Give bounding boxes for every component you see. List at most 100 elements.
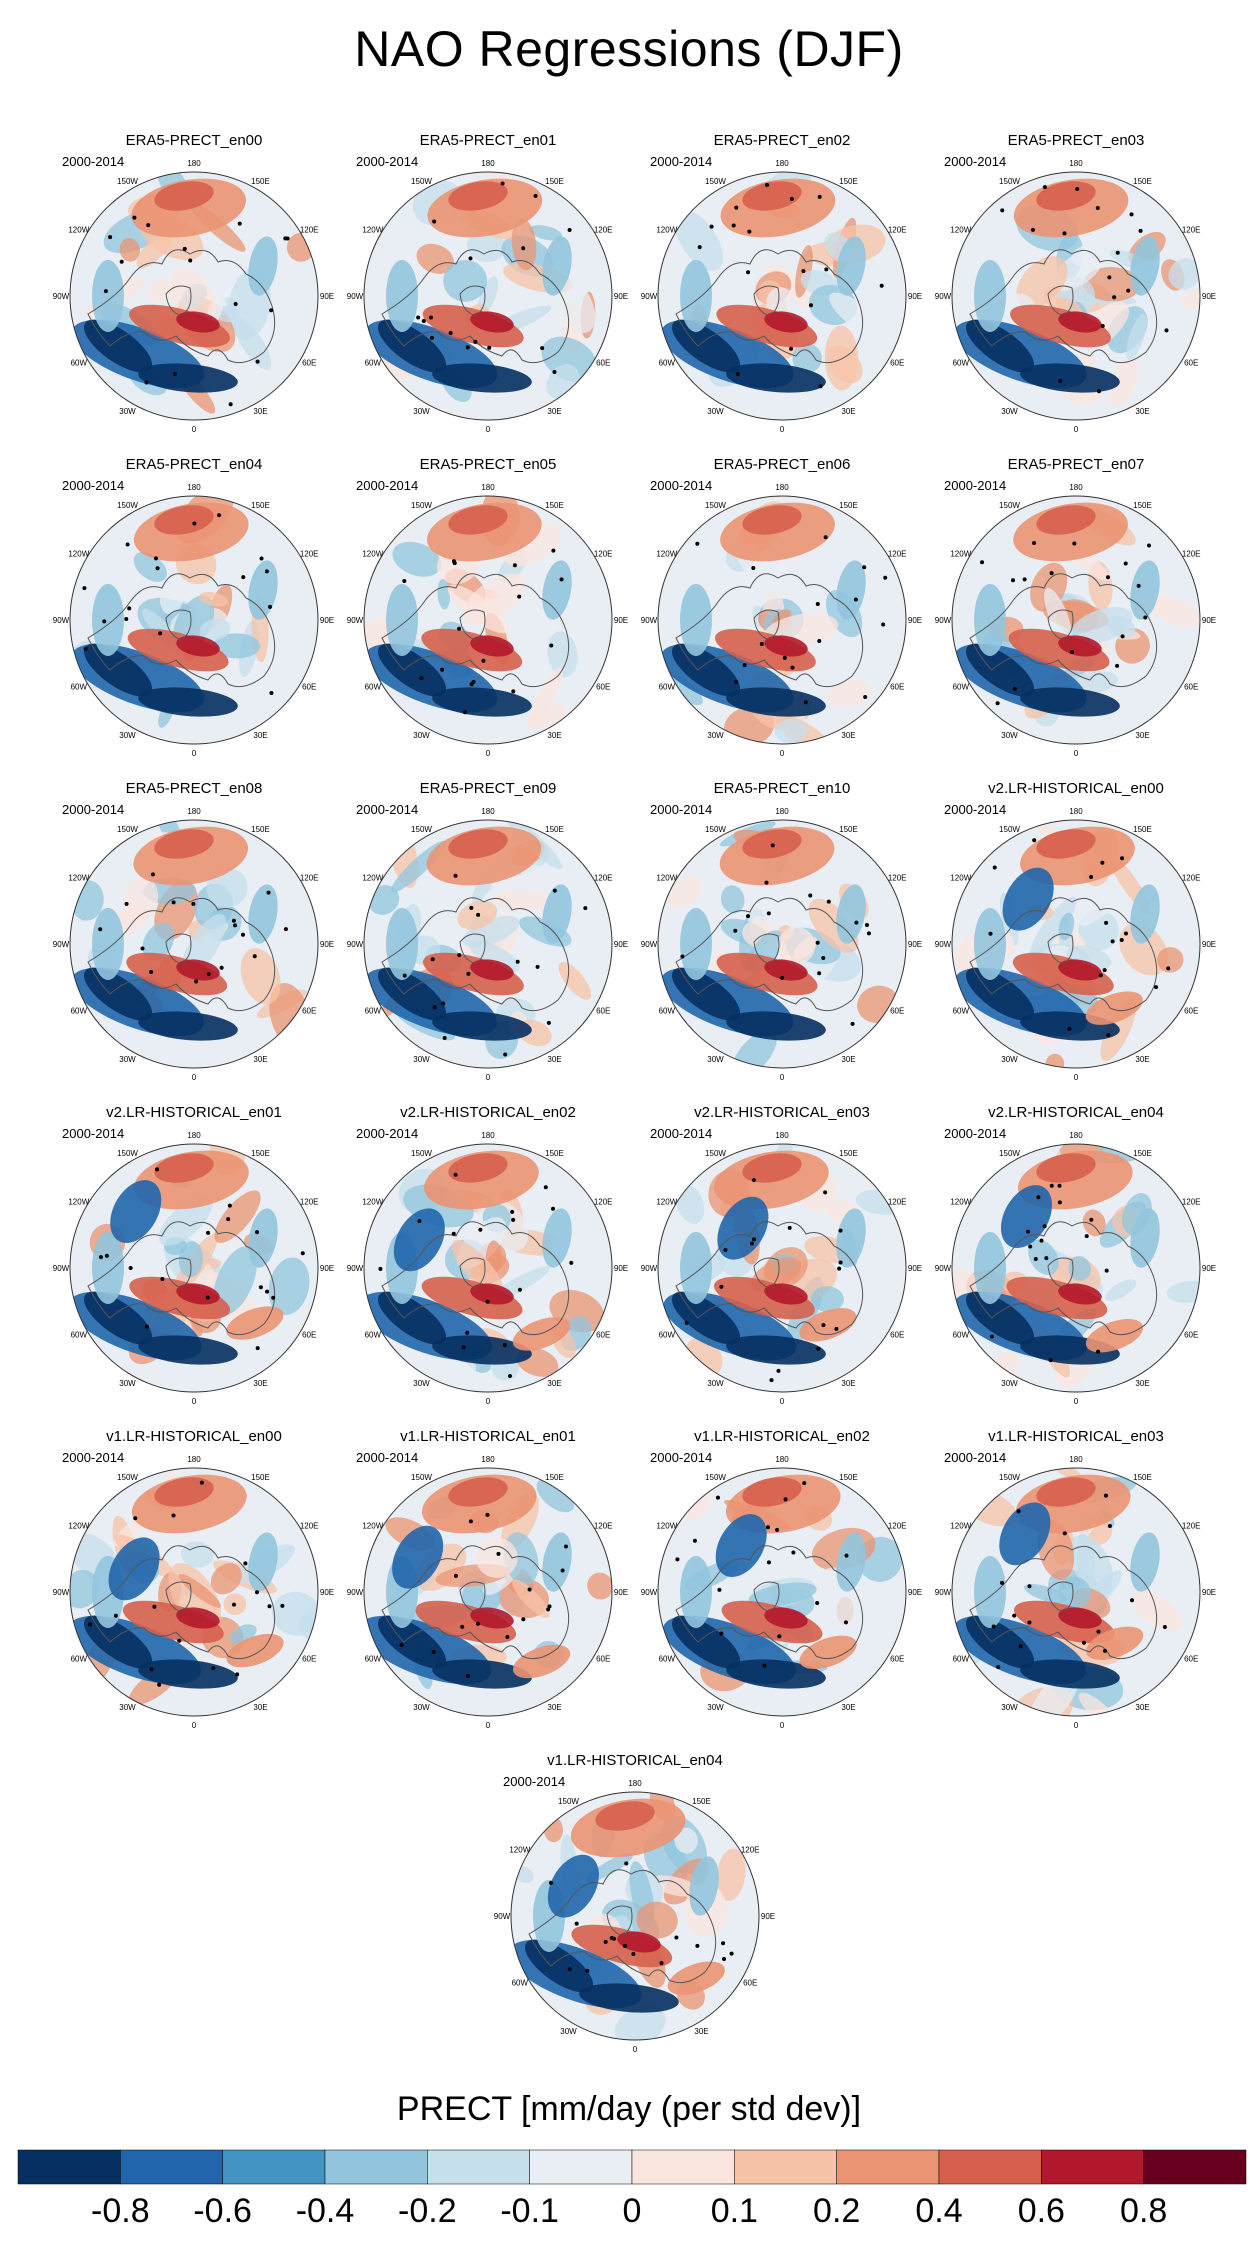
panel-period-label: 2000-2014 xyxy=(944,1450,1007,1465)
significance-dot xyxy=(1143,615,1148,620)
longitude-label: 120E xyxy=(1182,226,1201,235)
anomaly-field-patch xyxy=(136,231,172,269)
anomaly-field-patch xyxy=(715,1514,767,1577)
significance-dot xyxy=(709,224,714,229)
panel-period-label: 2000-2014 xyxy=(62,154,125,169)
longitude-label: 60E xyxy=(890,1655,904,1664)
significance-dot xyxy=(546,1020,551,1025)
significance-dot xyxy=(715,1495,720,1500)
significance-dot xyxy=(441,1001,446,1006)
significance-dot xyxy=(1039,1238,1044,1243)
polar-map-panel: ERA5-PRECT_en07 2000-2014 180 150E 120E 90E 60… xyxy=(935,456,1216,758)
significance-dot xyxy=(742,663,747,668)
significance-dot xyxy=(108,235,113,240)
significance-dot xyxy=(675,1557,680,1562)
anomaly-field-patch xyxy=(83,1291,153,1345)
longitude-label: 90E xyxy=(614,1588,628,1597)
significance-dot xyxy=(144,380,149,385)
anomaly-field-patch xyxy=(199,591,228,607)
anomaly-field-patch xyxy=(671,319,741,373)
polar-stereographic-map: 180 150E 120E 90E 60E 30E 0 30W 60W 90W 120W 150W xyxy=(641,1455,922,1730)
anomaly-field-patch xyxy=(138,1335,238,1365)
significance-dot xyxy=(1107,1523,1112,1528)
anomaly-field-patch xyxy=(122,876,159,922)
greenland-coastline xyxy=(165,285,192,317)
anomaly-field-patch xyxy=(777,927,816,965)
greenland-coastline xyxy=(1047,609,1074,641)
anomaly-field-patch xyxy=(1080,882,1131,926)
significance-dot xyxy=(547,1604,552,1609)
longitude-label: 30W xyxy=(707,1055,724,1064)
anomaly-field-patch xyxy=(764,311,808,333)
map-boundary xyxy=(657,495,907,745)
longitude-label: 150W xyxy=(411,1149,432,1158)
significance-dot xyxy=(574,1921,579,1926)
longitude-label: 30E xyxy=(253,1055,267,1064)
significance-dot xyxy=(752,1237,757,1242)
longitude-label: 180 xyxy=(1069,159,1083,168)
longitude-label: 60E xyxy=(890,359,904,368)
longitude-label: 150W xyxy=(999,1149,1020,1158)
significance-dot xyxy=(502,1342,507,1347)
anomaly-field-patch xyxy=(512,1579,550,1618)
anomaly-field-patch xyxy=(680,908,712,980)
anomaly-field-patch xyxy=(680,1556,712,1628)
longitude-label: 90E xyxy=(1202,940,1216,949)
anomaly-field-patch xyxy=(965,1291,1035,1345)
anomaly-field-patch xyxy=(671,1291,741,1345)
panel-period-label: 2000-2014 xyxy=(356,1126,419,1141)
coastline xyxy=(87,1545,276,1660)
longitude-label: 180 xyxy=(775,1131,789,1140)
anomaly-field-patch xyxy=(742,181,802,211)
longitude-label: 90W xyxy=(53,292,70,301)
significance-dot xyxy=(782,655,787,660)
anomaly-field-patch xyxy=(248,1532,278,1592)
longitude-label: 120W xyxy=(68,1198,89,1207)
longitude-label: 120W xyxy=(68,1522,89,1531)
significance-dot xyxy=(228,402,233,407)
longitude-label: 180 xyxy=(775,159,789,168)
panel-title: ERA5-PRECT_en06 xyxy=(713,456,851,473)
polar-stereographic-map: 180 150E 120E 90E 60E 30E 0 30W 60W 90W 120W 150W xyxy=(53,807,334,1082)
polar-map-panel: ERA5-PRECT_en04 2000-2014 180 150E 120E 90E 60… xyxy=(53,456,334,758)
longitude-label: 150W xyxy=(117,501,138,510)
significance-dot xyxy=(717,1587,722,1592)
longitude-label: 60E xyxy=(1184,683,1198,692)
significance-dot xyxy=(172,371,177,376)
significance-dot xyxy=(802,1481,807,1486)
significance-dot xyxy=(1126,288,1131,293)
significance-dot xyxy=(158,631,163,636)
significance-dot xyxy=(451,1231,456,1236)
longitude-label: 30E xyxy=(253,1379,267,1388)
anomaly-field-patch xyxy=(158,1195,213,1246)
significance-dot xyxy=(517,594,522,599)
panel-period-label: 2000-2014 xyxy=(62,1126,125,1141)
anomaly-field-patch xyxy=(448,181,508,211)
significance-dot xyxy=(1081,1640,1086,1645)
longitude-label: 120W xyxy=(656,226,677,235)
anomaly-field-patch xyxy=(83,1615,153,1669)
anomaly-field-patch xyxy=(70,1569,100,1609)
longitude-label: 60E xyxy=(890,683,904,692)
longitude-label: 0 xyxy=(486,1721,491,1730)
longitude-label: 0 xyxy=(192,1397,197,1406)
significance-dot xyxy=(722,1956,727,1961)
map-boundary xyxy=(657,171,907,421)
significance-dot xyxy=(235,1672,240,1677)
longitude-label: 150W xyxy=(705,825,726,834)
significance-dot xyxy=(1112,295,1117,300)
significance-dot xyxy=(821,956,826,961)
longitude-label: 150W xyxy=(705,1149,726,1158)
longitude-label: 120E xyxy=(888,550,907,559)
longitude-label: 120W xyxy=(656,1522,677,1531)
anomaly-field-patch xyxy=(422,304,524,348)
longitude-label: 120W xyxy=(509,1846,530,1855)
significance-dot xyxy=(1096,389,1101,394)
longitude-label: 90E xyxy=(614,616,628,625)
longitude-label: 150E xyxy=(545,1149,564,1158)
polar-map-panel: v1.LR-HISTORICAL_en00 2000-2014 180 150E 120… xyxy=(53,1428,334,1730)
significance-dot xyxy=(1103,1493,1108,1498)
longitude-label: 30E xyxy=(547,1055,561,1064)
anomaly-field-patch xyxy=(176,635,220,657)
longitude-label: 30E xyxy=(1135,1379,1149,1388)
